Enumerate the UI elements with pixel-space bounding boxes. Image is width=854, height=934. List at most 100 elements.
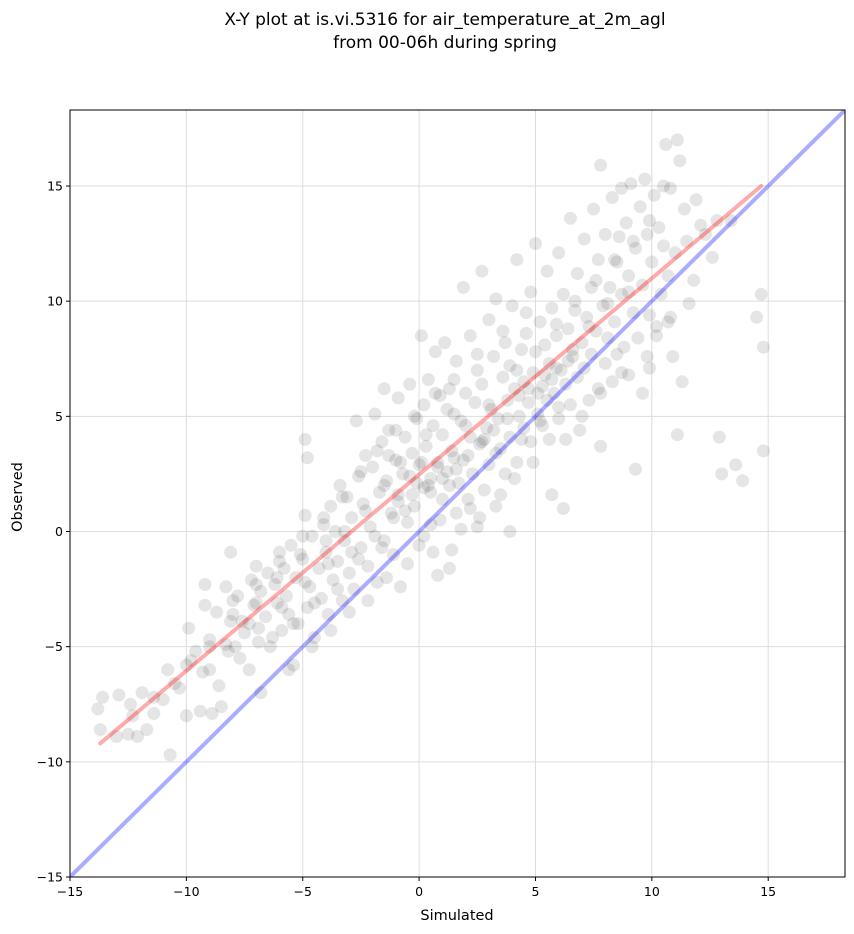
data-point xyxy=(501,412,514,426)
data-point xyxy=(512,409,526,423)
data-point xyxy=(456,453,470,467)
data-point xyxy=(345,511,359,525)
data-point xyxy=(561,354,575,368)
data-point xyxy=(654,287,668,301)
data-point xyxy=(584,347,598,361)
data-point xyxy=(538,338,552,352)
data-point xyxy=(428,386,442,400)
data-point xyxy=(284,538,298,552)
data-point xyxy=(535,419,549,433)
data-point xyxy=(179,658,193,672)
data-point xyxy=(629,241,642,255)
data-point xyxy=(321,607,335,621)
data-point xyxy=(566,343,580,356)
data-point xyxy=(757,444,770,458)
data-point xyxy=(577,232,591,246)
data-point xyxy=(193,704,207,718)
data-point xyxy=(312,561,326,575)
data-point xyxy=(426,419,440,433)
data-point xyxy=(275,624,289,637)
data-point xyxy=(296,529,310,543)
data-point xyxy=(591,253,605,267)
data-point xyxy=(382,423,396,437)
data-point xyxy=(433,389,447,403)
data-point xyxy=(545,301,559,315)
data-point xyxy=(305,529,319,543)
data-point xyxy=(189,644,203,658)
data-point xyxy=(694,218,708,232)
data-point xyxy=(419,428,433,442)
data-point xyxy=(622,368,636,382)
data-point xyxy=(282,663,296,677)
data-point xyxy=(342,605,356,619)
data-point xyxy=(524,435,538,449)
data-point xyxy=(356,497,370,511)
data-point xyxy=(238,626,251,640)
data-point xyxy=(417,481,431,495)
data-point xyxy=(435,428,449,442)
data-point xyxy=(277,561,291,575)
data-point xyxy=(459,419,473,433)
data-point xyxy=(263,640,277,654)
data-point xyxy=(405,488,419,502)
data-point xyxy=(373,485,386,499)
data-point xyxy=(282,607,296,621)
data-point xyxy=(298,508,312,522)
data-point xyxy=(568,294,582,308)
data-point xyxy=(622,285,636,299)
x-tick-label: 15 xyxy=(760,884,776,899)
data-point xyxy=(712,430,726,444)
data-point xyxy=(491,412,505,426)
data-point xyxy=(754,287,768,301)
data-point xyxy=(682,297,696,310)
data-point xyxy=(529,345,542,359)
data-point xyxy=(361,559,375,573)
data-point xyxy=(680,234,694,248)
data-point xyxy=(224,545,238,559)
data-point xyxy=(389,453,403,467)
data-point xyxy=(594,439,608,453)
data-point xyxy=(622,269,636,283)
data-point xyxy=(275,601,289,614)
data-point xyxy=(219,580,233,594)
data-point xyxy=(470,520,484,534)
data-point xyxy=(605,375,619,389)
data-point xyxy=(664,181,677,195)
data-point xyxy=(368,407,382,421)
data-point xyxy=(517,421,531,435)
y-tick-label: 5 xyxy=(55,409,63,424)
data-point xyxy=(168,677,182,690)
data-point xyxy=(440,465,454,479)
data-point xyxy=(552,246,566,260)
data-point xyxy=(640,350,654,363)
data-point xyxy=(445,444,459,458)
data-point xyxy=(615,366,629,380)
data-point xyxy=(468,396,482,409)
data-point xyxy=(300,601,314,614)
data-point xyxy=(268,578,282,591)
data-point xyxy=(375,541,389,555)
data-point xyxy=(377,382,391,396)
data-point xyxy=(135,686,149,700)
data-point xyxy=(517,375,531,389)
data-point xyxy=(172,681,186,695)
data-point xyxy=(442,382,456,396)
data-point xyxy=(549,329,563,343)
data-point xyxy=(475,377,489,391)
regression-line xyxy=(98,184,764,746)
data-point xyxy=(661,269,675,283)
data-point xyxy=(303,580,317,594)
data-point xyxy=(587,202,601,216)
x-tick-label: 10 xyxy=(644,884,660,899)
data-point xyxy=(659,138,673,151)
x-axis-label: Simulated xyxy=(420,908,493,924)
data-point xyxy=(226,607,240,621)
data-point xyxy=(477,483,491,497)
data-point xyxy=(266,631,279,644)
data-point xyxy=(561,322,575,336)
data-point xyxy=(424,518,438,532)
data-point xyxy=(498,336,512,350)
data-point xyxy=(463,430,477,444)
data-point xyxy=(461,492,475,506)
